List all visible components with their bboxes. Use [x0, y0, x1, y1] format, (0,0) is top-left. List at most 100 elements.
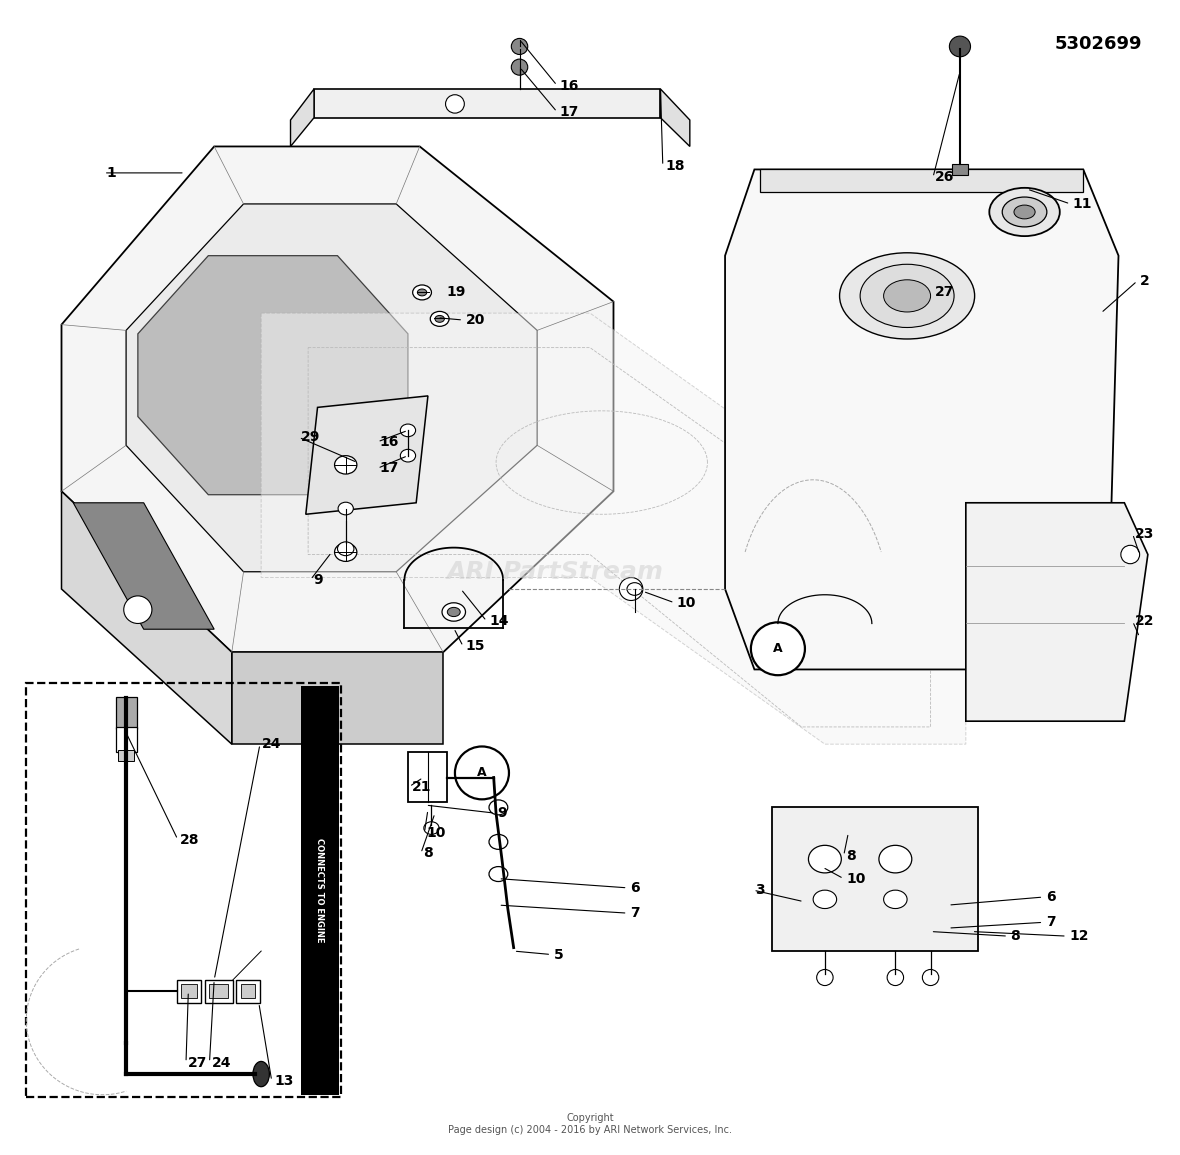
Bar: [301, 686, 339, 1095]
Polygon shape: [965, 502, 1148, 721]
Text: 19: 19: [447, 285, 466, 299]
Text: 27: 27: [189, 1056, 208, 1070]
Circle shape: [923, 969, 939, 985]
Text: 20: 20: [465, 313, 485, 327]
Text: 26: 26: [936, 171, 955, 185]
Text: 10: 10: [427, 826, 446, 840]
Ellipse shape: [400, 449, 415, 462]
Text: 10: 10: [677, 596, 696, 610]
Text: 27: 27: [936, 285, 955, 299]
Text: 21: 21: [412, 780, 431, 793]
Polygon shape: [231, 653, 444, 744]
Polygon shape: [290, 89, 314, 147]
Ellipse shape: [884, 891, 907, 909]
Text: 22: 22: [1135, 614, 1154, 628]
Text: 18: 18: [666, 159, 684, 173]
Circle shape: [620, 578, 643, 601]
Circle shape: [1121, 545, 1140, 564]
Text: 16: 16: [559, 79, 579, 92]
Ellipse shape: [418, 289, 427, 296]
Ellipse shape: [489, 866, 507, 881]
Text: 5302699: 5302699: [1055, 35, 1142, 53]
Text: 1: 1: [106, 166, 116, 180]
Text: 23: 23: [1135, 527, 1154, 541]
Ellipse shape: [447, 608, 460, 617]
Polygon shape: [306, 396, 428, 514]
Text: 24: 24: [212, 1056, 231, 1070]
Text: 6: 6: [1045, 891, 1055, 904]
Text: A: A: [773, 642, 782, 655]
Text: 3: 3: [755, 884, 765, 897]
Ellipse shape: [879, 845, 912, 873]
Polygon shape: [138, 255, 408, 494]
Bar: [241, 984, 255, 998]
Text: 5: 5: [553, 947, 563, 961]
Ellipse shape: [489, 800, 507, 815]
Text: CONNECTS TO ENGINE: CONNECTS TO ENGINE: [315, 837, 324, 942]
Circle shape: [750, 623, 805, 676]
Ellipse shape: [989, 188, 1060, 236]
Ellipse shape: [1014, 206, 1035, 219]
Ellipse shape: [1002, 198, 1047, 226]
Ellipse shape: [808, 845, 841, 873]
Ellipse shape: [813, 891, 837, 909]
Ellipse shape: [431, 312, 450, 327]
Ellipse shape: [335, 543, 356, 561]
Circle shape: [887, 969, 904, 985]
Bar: [210, 984, 228, 998]
Text: Copyright
Page design (c) 2004 - 2016 by ARI Network Services, Inc.: Copyright Page design (c) 2004 - 2016 by…: [448, 1113, 732, 1135]
Ellipse shape: [860, 264, 955, 328]
Text: A: A: [477, 767, 487, 780]
Circle shape: [511, 38, 527, 54]
Polygon shape: [725, 170, 1119, 670]
Circle shape: [817, 969, 833, 985]
Ellipse shape: [442, 603, 465, 621]
Ellipse shape: [884, 280, 931, 312]
Circle shape: [950, 36, 970, 57]
Ellipse shape: [627, 582, 642, 595]
Bar: [182, 984, 197, 998]
Polygon shape: [261, 313, 965, 744]
Polygon shape: [314, 89, 661, 118]
Ellipse shape: [400, 424, 415, 437]
Bar: [116, 726, 137, 752]
Ellipse shape: [435, 315, 445, 322]
Bar: [26, 684, 341, 1097]
Circle shape: [455, 746, 509, 799]
Text: 17: 17: [380, 461, 399, 476]
Circle shape: [124, 596, 152, 624]
Text: 24: 24: [262, 737, 282, 751]
Text: 7: 7: [1045, 915, 1055, 930]
Ellipse shape: [335, 456, 356, 474]
Polygon shape: [661, 89, 690, 147]
Circle shape: [511, 59, 527, 75]
Bar: [116, 696, 137, 729]
Bar: [236, 979, 260, 1003]
Polygon shape: [126, 204, 537, 572]
Ellipse shape: [413, 285, 432, 300]
Polygon shape: [772, 807, 977, 951]
Text: 8: 8: [424, 847, 433, 860]
Text: 28: 28: [181, 833, 199, 847]
Text: 13: 13: [274, 1074, 294, 1088]
Text: 9: 9: [497, 806, 507, 820]
Text: 15: 15: [465, 640, 485, 654]
Polygon shape: [61, 491, 231, 744]
Text: 12: 12: [1069, 929, 1089, 944]
Text: 10: 10: [846, 872, 865, 886]
Circle shape: [446, 95, 465, 113]
Bar: [177, 979, 202, 1003]
Text: 9: 9: [313, 573, 322, 587]
Ellipse shape: [339, 502, 353, 515]
Bar: [952, 164, 968, 176]
Text: 6: 6: [630, 881, 640, 895]
Text: 29: 29: [301, 431, 321, 445]
Ellipse shape: [424, 821, 439, 834]
Bar: [118, 750, 135, 761]
Text: 17: 17: [559, 105, 579, 119]
Polygon shape: [760, 170, 1083, 193]
Ellipse shape: [337, 542, 354, 556]
Text: ARI PartStream: ARI PartStream: [446, 560, 663, 583]
Text: 8: 8: [1010, 929, 1021, 944]
Text: 8: 8: [846, 849, 856, 863]
